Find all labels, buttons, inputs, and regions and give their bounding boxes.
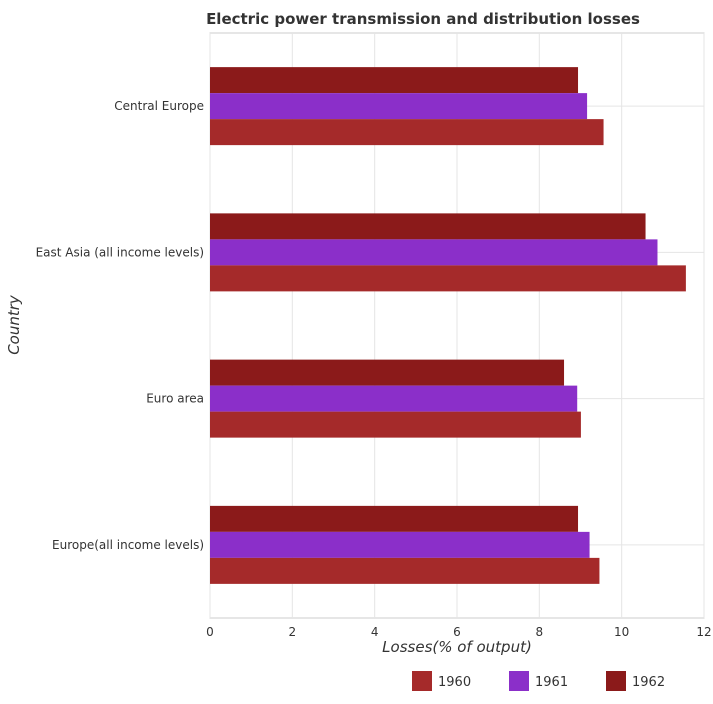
y-tick-label: Central Europe [114, 99, 204, 113]
legend-swatch-1961 [509, 671, 529, 691]
bar-1962 [210, 213, 646, 240]
x-tick-label: 0 [206, 625, 214, 639]
y-tick-label: Europe(all income levels) [52, 538, 204, 552]
x-tick-label: 2 [289, 625, 297, 639]
bar-1961 [210, 239, 658, 266]
bar-1962 [210, 359, 565, 386]
x-tick-label: 10 [614, 625, 629, 639]
x-tick-label: 4 [371, 625, 379, 639]
bar-1961 [210, 531, 590, 558]
x-tick-label: 6 [453, 625, 461, 639]
legend-label-1960: 1960 [438, 675, 471, 690]
bar-1960 [210, 411, 581, 438]
bar-1962 [210, 67, 579, 94]
x-tick-label: 12 [696, 625, 711, 639]
legend-label-1962: 1962 [632, 675, 665, 690]
y-tick-label: East Asia (all income levels) [36, 245, 204, 259]
bars [210, 67, 686, 584]
bar-1961 [210, 385, 578, 412]
bar-1960 [210, 557, 600, 584]
legend-swatch-1962 [606, 671, 626, 691]
x-axis-label: Losses(% of output) [382, 638, 532, 656]
chart-title: Electric power transmission and distribu… [206, 10, 640, 28]
bar-1960 [210, 119, 604, 146]
y-axis-ticks: Central Europe East Asia (all income leve… [36, 99, 204, 552]
y-tick-label: Euro area [146, 392, 204, 406]
bar-1960 [210, 265, 686, 292]
legend: 1960 1961 1962 [412, 671, 665, 691]
y-axis-label: Country [5, 294, 23, 355]
bar-1961 [210, 93, 588, 120]
bar-1962 [210, 505, 579, 532]
x-tick-label: 8 [536, 625, 544, 639]
legend-label-1961: 1961 [535, 675, 568, 690]
legend-swatch-1960 [412, 671, 432, 691]
x-axis-ticks: 0 2 4 6 8 10 12 [206, 625, 711, 639]
